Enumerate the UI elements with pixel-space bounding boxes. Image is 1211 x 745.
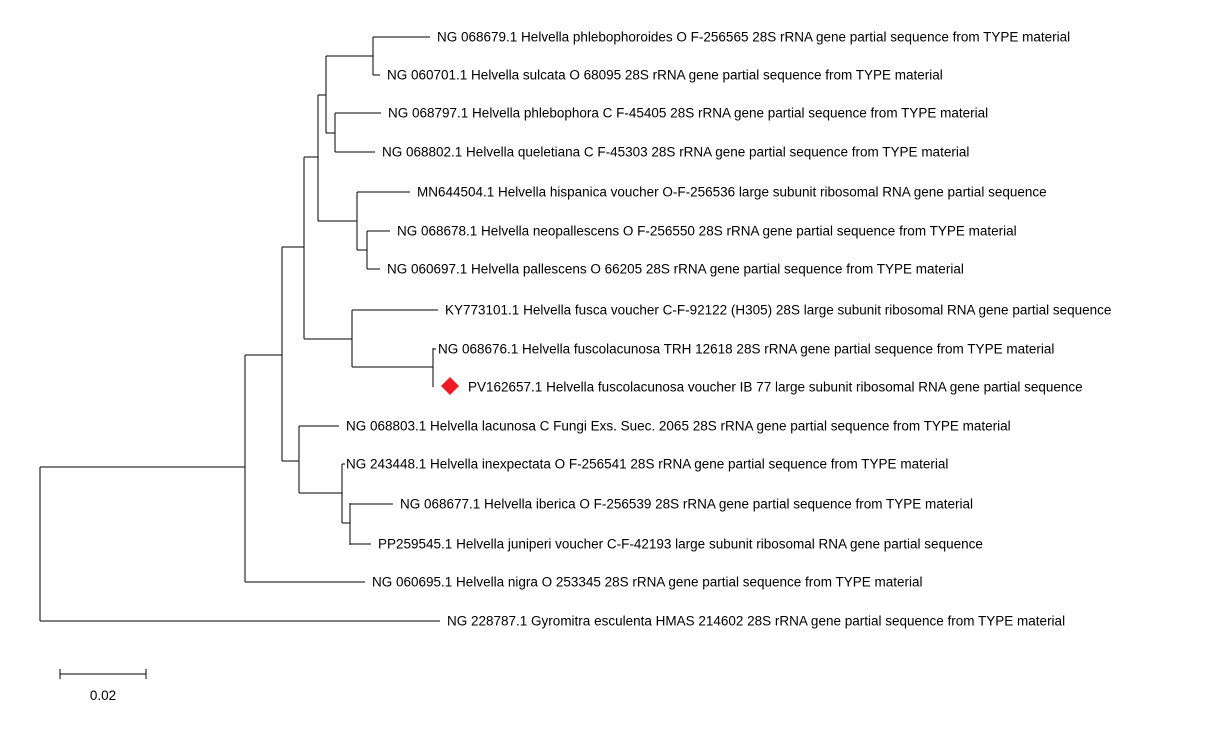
taxon-label-4: NG 068802.1 Helvella queletiana C F-4530… [382,145,969,160]
taxon-label-6: NG 068678.1 Helvella neopallescens O F-2… [397,224,1017,239]
taxon-label-10: PV162657.1 Helvella fuscolacunosa vouche… [468,380,1083,395]
highlight-marker-group [441,377,459,395]
scale-bar: 0.02 [59,669,147,703]
tree-branches [39,36,440,622]
taxon-label-3: NG 068797.1 Helvella phlebophora C F-454… [388,106,988,121]
taxon-label-13: NG 068677.1 Helvella iberica O F-256539 … [400,497,973,512]
taxon-label-1: NG 068679.1 Helvella phlebophoroides O F… [437,30,1070,45]
taxon-label-5: MN644504.1 Helvella hispanica voucher O-… [417,185,1047,200]
scale-bar-label: 0.02 [90,688,116,703]
taxon-label-15: NG 060695.1 Helvella nigra O 253345 28S … [372,575,923,590]
taxon-label-7: NG 060697.1 Helvella pallescens O 66205 … [387,262,964,277]
taxon-label-12: NG 243448.1 Helvella inexpectata O F-256… [346,457,948,472]
taxon-label-8: KY773101.1 Helvella fusca voucher C-F-92… [445,303,1111,318]
taxa-labels: NG 068679.1 Helvella phlebophoroides O F… [346,30,1111,629]
taxon-label-2: NG 060701.1 Helvella sulcata O 68095 28S… [387,68,943,83]
taxon-label-9: NG 068676.1 Helvella fuscolacunosa TRH 1… [438,342,1054,357]
taxon-label-11: NG 068803.1 Helvella lacunosa C Fungi Ex… [346,419,1011,434]
query-sequence-diamond-icon [441,377,459,395]
taxon-label-16: NG 228787.1 Gyromitra esculenta HMAS 214… [447,614,1065,629]
taxon-label-14: PP259545.1 Helvella juniperi voucher C-F… [378,537,983,552]
